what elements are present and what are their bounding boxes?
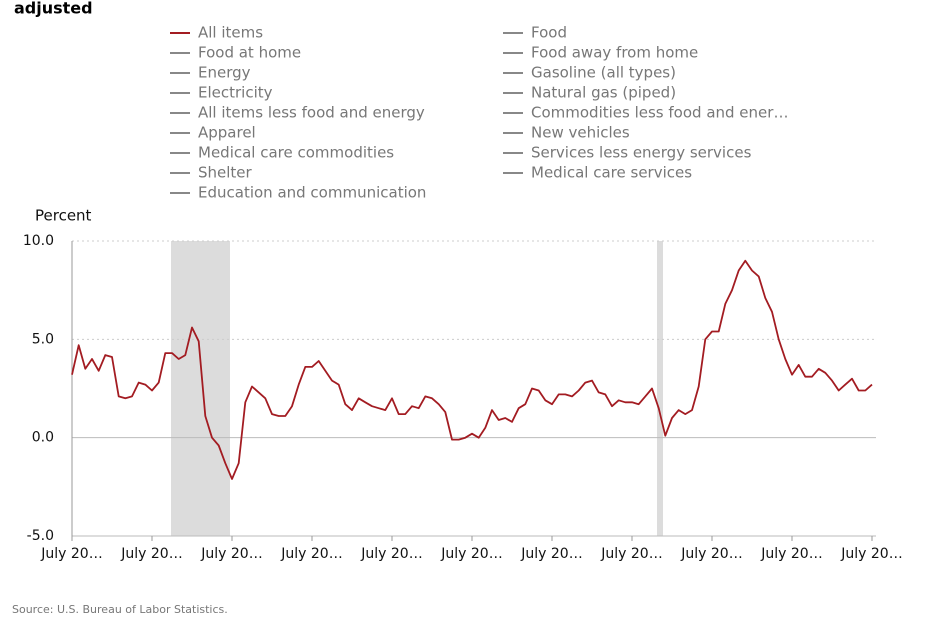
legend-label: All items — [198, 24, 263, 42]
x-tick-label: July 20… — [120, 546, 182, 562]
y-axis-label: Percent — [35, 207, 92, 225]
series-line — [71, 259, 873, 480]
x-tick-label: July 20… — [840, 546, 902, 562]
x-tick-label: July 20… — [760, 546, 822, 562]
legend-label: New vehicles — [531, 124, 630, 142]
legend-label: Services less energy services — [531, 144, 752, 162]
x-tick-label: July 20… — [280, 546, 342, 562]
x-tick-label: July 20… — [360, 546, 422, 562]
legend-label: Gasoline (all types) — [531, 64, 676, 82]
legend-label: Medical care services — [531, 164, 692, 182]
x-tick-label: July 20… — [440, 546, 502, 562]
x-tick-label: July 20… — [600, 546, 662, 562]
y-tick-label: -5.0 — [27, 528, 54, 544]
x-tick-label: July 20… — [520, 546, 582, 562]
y-tick-label: 0.0 — [32, 430, 54, 446]
x-tick-label: July 20… — [200, 546, 262, 562]
recession-shade — [657, 241, 663, 536]
y-tick-label: 10.0 — [23, 233, 54, 249]
legend-label: All items less food and energy — [198, 104, 425, 122]
legend-label: Energy — [198, 64, 251, 82]
legend-label: Natural gas (piped) — [531, 84, 676, 102]
legend-label: Food at home — [198, 44, 301, 62]
legend-label: Education and communication — [198, 184, 426, 202]
legend-label: Food — [531, 24, 567, 42]
legend-label: Electricity — [198, 84, 273, 102]
chart-title: adjusted — [14, 0, 93, 18]
legend-label: Food away from home — [531, 44, 698, 62]
x-tick-label: July 20… — [680, 546, 742, 562]
legend-label: Medical care commodities — [198, 144, 394, 162]
recession-shade — [171, 241, 230, 536]
legend-label: Apparel — [198, 124, 256, 142]
y-tick-label: 5.0 — [32, 331, 54, 347]
legend-label: Shelter — [198, 164, 253, 182]
legend-label: Commodities less food and ener… — [531, 104, 788, 122]
x-tick-label: July 20… — [40, 546, 102, 562]
source: Source: U.S. Bureau of Labor Statistics. — [12, 603, 228, 616]
